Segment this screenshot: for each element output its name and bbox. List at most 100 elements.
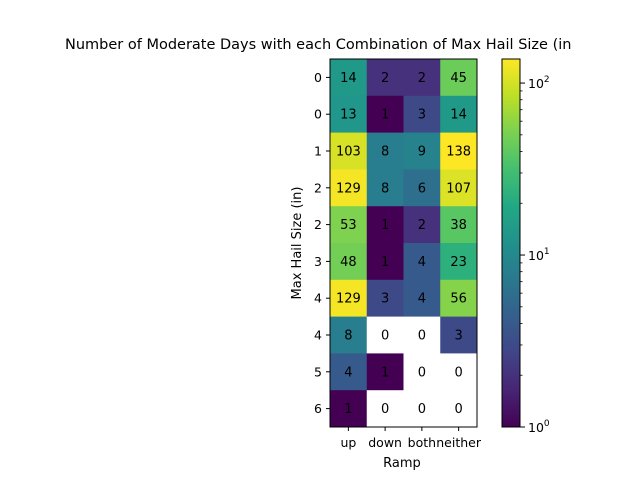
heatmap-cell: [403, 59, 441, 97]
heatmap-cell: [330, 243, 368, 281]
chart-title: Number of Moderate Days with each Combin…: [65, 37, 571, 53]
cell-value-label: 38: [450, 218, 467, 233]
y-axis-ticks: 0 0 1 2 2 3 4 4 5 6: [314, 70, 330, 416]
cell-value-label: 8: [381, 145, 389, 160]
y-tick-label: 0: [314, 107, 322, 122]
heatmap-cell: [440, 279, 478, 317]
cell-value-label: 1: [381, 108, 389, 123]
cell-value-label: 45: [450, 71, 467, 86]
heatmap-cell: [330, 169, 368, 207]
x-tick-label: neither: [436, 435, 482, 450]
heatmap-cell: [366, 316, 404, 354]
cell-value-label: 2: [418, 71, 426, 86]
cell-value-label: 103: [336, 145, 361, 160]
cell-value-label: 48: [340, 255, 357, 270]
heatmap-cells: [330, 59, 478, 428]
y-tick-label: 0: [314, 70, 322, 85]
cell-value-label: 14: [340, 71, 357, 86]
heatmap-cell: [366, 279, 404, 317]
heatmap-cell: [366, 95, 404, 133]
colorbar: 100 101 102: [501, 58, 550, 435]
cell-value-label: 0: [381, 402, 389, 417]
cell-value-label: 4: [418, 255, 426, 270]
colorbar-tick-label: 101: [528, 247, 550, 263]
heatmap-cell: [403, 169, 441, 207]
x-tick-label: down: [368, 435, 402, 450]
cell-value-label: 3: [381, 292, 389, 307]
cell-value-label: 2: [418, 218, 426, 233]
y-tick-label: 4: [314, 328, 322, 343]
colorbar-ticks: 100 101 102: [520, 75, 550, 435]
heatmap-cell: [440, 353, 478, 391]
heatmap-cell: [440, 95, 478, 133]
cell-value-label: 2: [381, 71, 389, 86]
heatmap-cell: [330, 279, 368, 317]
heatmap-cell: [440, 390, 478, 428]
heatmap-cell: [403, 316, 441, 354]
heatmap-cell: [440, 169, 478, 207]
cell-value-label: 9: [418, 145, 426, 160]
cell-value-label: 0: [418, 365, 426, 380]
colorbar-tick-label: 102: [528, 75, 550, 91]
cell-value-label: 1: [381, 255, 389, 270]
heatmap-cell: [403, 95, 441, 133]
cell-value-label: 1: [381, 218, 389, 233]
heatmap-cell: [330, 59, 368, 97]
heatmap-cell: [330, 132, 368, 170]
cell-value-label: 14: [450, 108, 467, 123]
x-axis-ticks: up down both neither: [340, 427, 482, 450]
heatmap-cell: [366, 206, 404, 244]
colorbar-tick-label: 100: [528, 419, 550, 435]
colorbar-gradient: [501, 58, 521, 428]
heatmap-cell: [330, 206, 368, 244]
heatmap-cell: [440, 132, 478, 170]
heatmap-cell: [403, 243, 441, 281]
heatmap-cell: [366, 390, 404, 428]
cell-value-label: 3: [454, 329, 462, 344]
cell-value-label: 107: [446, 181, 471, 196]
cell-value-label: 1: [381, 365, 389, 380]
heatmap-cell: [366, 353, 404, 391]
cell-value-label: 4: [344, 365, 352, 380]
y-axis-label: Max Hail Size (in): [290, 187, 305, 300]
cell-value-label: 0: [418, 329, 426, 344]
cell-value-label: 3: [418, 108, 426, 123]
cell-value-label: 23: [450, 255, 467, 270]
cell-value-label: 129: [336, 181, 361, 196]
heatmap-cell: [403, 206, 441, 244]
y-tick-label: 6: [314, 401, 322, 416]
heatmap-cell: [403, 132, 441, 170]
y-tick-label: 3: [314, 254, 322, 269]
cell-value-label: 56: [450, 292, 467, 307]
cell-value-label: 1: [344, 402, 352, 417]
y-tick-label: 2: [314, 180, 322, 195]
y-tick-label: 4: [314, 291, 322, 306]
cell-value-label: 0: [418, 402, 426, 417]
x-tick-label: both: [408, 435, 436, 450]
heatmap-cell: [366, 132, 404, 170]
cell-value-label: 8: [344, 329, 352, 344]
plot-frame: [329, 58, 478, 428]
cell-value-label: 4: [418, 292, 426, 307]
heatmap-cell: [403, 279, 441, 317]
heatmap-cell: [330, 390, 368, 428]
cell-value-label: 0: [454, 365, 462, 380]
heatmap-cell: [403, 390, 441, 428]
y-tick-label: 2: [314, 217, 322, 232]
cell-value-label: 53: [340, 218, 357, 233]
x-tick-label: up: [340, 435, 356, 450]
heatmap-cell: [440, 206, 478, 244]
cell-value-label: 8: [381, 181, 389, 196]
heatmap-cell: [366, 59, 404, 97]
y-tick-label: 5: [314, 364, 322, 379]
cell-value-label: 0: [381, 329, 389, 344]
heatmap-cell: [440, 316, 478, 354]
heatmap-cell: [330, 353, 368, 391]
y-tick-label: 1: [314, 144, 322, 159]
heatmap-cell: [330, 95, 368, 133]
cell-value-label: 6: [418, 181, 426, 196]
heatmap-cell: [440, 59, 478, 97]
cell-value-label: 129: [336, 292, 361, 307]
heatmap-cell: [440, 243, 478, 281]
